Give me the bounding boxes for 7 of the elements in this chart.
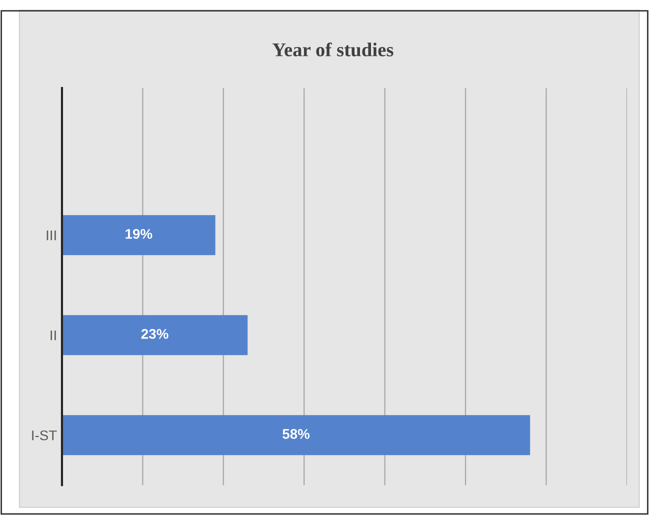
chart-title: Year of studies [272,42,394,56]
y-tick-label: II [50,330,56,340]
data-label: 23% [141,329,168,339]
data-label: 19% [126,228,152,239]
y-tick-label: I-ST [32,430,57,440]
y-tick-label: III [46,230,56,240]
data-label: 58% [282,429,310,439]
